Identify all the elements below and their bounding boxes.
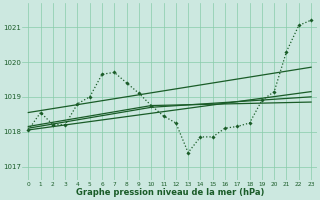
X-axis label: Graphe pression niveau de la mer (hPa): Graphe pression niveau de la mer (hPa): [76, 188, 264, 197]
